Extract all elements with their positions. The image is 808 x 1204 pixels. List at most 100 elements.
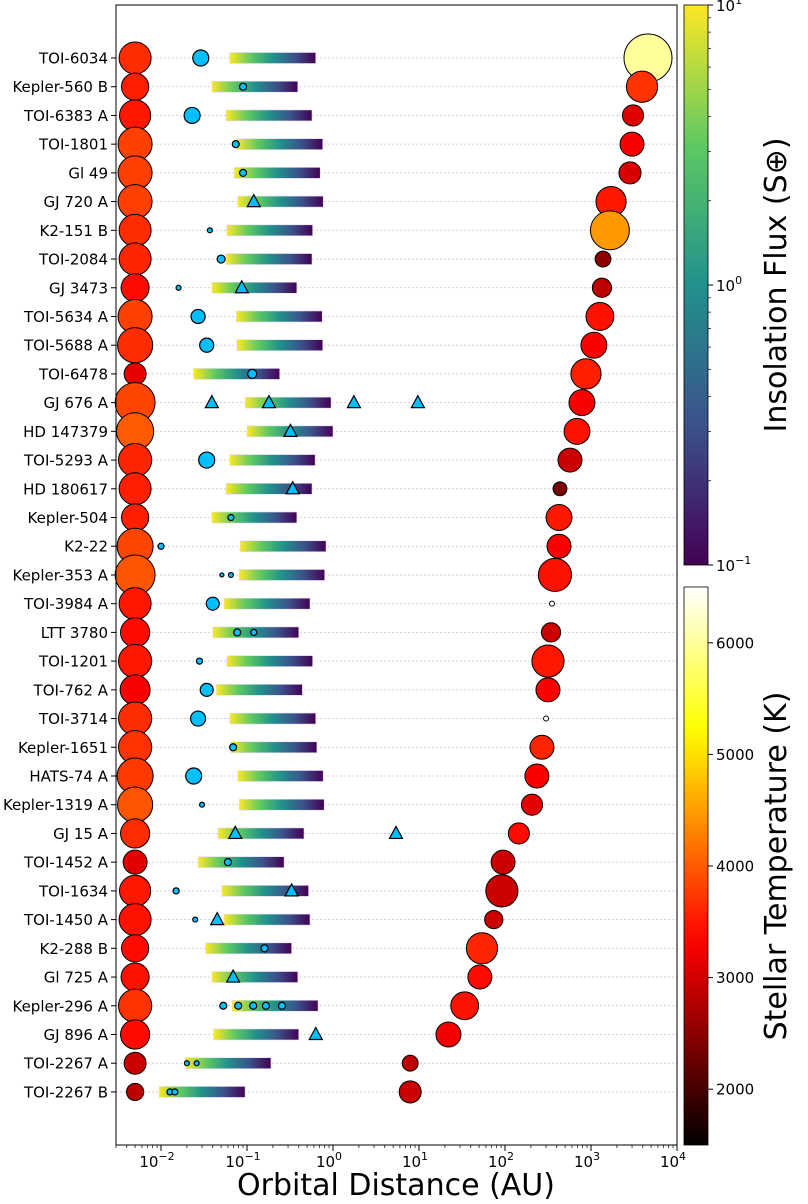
companion-marker (507, 822, 530, 845)
y-tick-label: Gl 725 A (44, 969, 109, 987)
habitable-zone-bar (237, 195, 324, 208)
planet-circle-marker (219, 1001, 228, 1010)
colorbar-tick-label: 2000 (716, 1081, 754, 1099)
colorbar-tick-label: 10−1 (716, 554, 751, 575)
habitable-zone-bar (244, 396, 332, 409)
y-tick-label: TOI-1201 (38, 653, 108, 671)
planet-circle-marker (229, 743, 238, 752)
companion-marker (535, 677, 561, 703)
planet-triangle-marker (282, 423, 298, 437)
host-star-marker (117, 786, 154, 823)
planet-triangle-marker (246, 193, 262, 208)
x-tick-label: 10−2 (139, 1150, 174, 1171)
companion-marker (563, 417, 591, 445)
planet-circle-marker (189, 710, 207, 727)
companion-marker (545, 504, 573, 531)
planet-circle-marker (192, 49, 210, 67)
habitable-zone-bar (226, 655, 313, 667)
habitable-zone-bar (193, 368, 280, 380)
insolation-colorbar (683, 4, 709, 566)
planet-circle-marker (261, 1001, 271, 1010)
insolation-colorbar-label: Insolation Flux (S⊕) (759, 137, 794, 432)
companion-marker (546, 533, 572, 559)
host-star-marker (120, 962, 150, 992)
y-tick-label: Gl 49 (68, 164, 108, 182)
habitable-zone-bar (213, 1028, 300, 1041)
planet-circle-marker (238, 168, 248, 178)
host-star-marker (119, 874, 152, 907)
planet-triangle-marker (261, 394, 277, 409)
host-star-marker (118, 472, 152, 506)
planet-triangle-marker (308, 1026, 324, 1041)
planet-circle-marker (157, 542, 165, 550)
companion-marker (398, 1080, 422, 1104)
companion-marker (435, 1021, 462, 1048)
y-tick-label: Kepler-504 (28, 509, 109, 527)
y-tick-label: TOI-2267 B (23, 1083, 108, 1101)
planet-circle-marker (219, 572, 225, 578)
companion-marker (589, 210, 630, 251)
host-star-marker (118, 988, 153, 1023)
companion-marker (485, 874, 519, 908)
host-star-marker (120, 273, 150, 303)
companion-marker (524, 763, 550, 789)
companion-marker (531, 644, 565, 678)
companion-marker (529, 734, 555, 760)
planet-triangle-marker (346, 394, 362, 409)
habitable-zone-bar (226, 224, 313, 237)
planet-triangle-marker (225, 968, 241, 983)
colorbars: 101 100 10−1 Insolation Flux (S⊕) 6000 5000 40… (683, 0, 794, 1146)
planet-circle-marker (205, 596, 220, 611)
host-star-marker (120, 1019, 151, 1050)
colorbar-tick-label: 3000 (716, 969, 754, 987)
planet-circle-marker (175, 284, 182, 291)
planet-circle-marker (183, 106, 201, 125)
y-tick-label: Kepler-560 B (12, 78, 108, 96)
habitable-zone-bar (236, 138, 324, 150)
host-star-marker (123, 362, 147, 386)
habitable-zone-bar (230, 741, 318, 754)
colorbar-tick-label: 100 (716, 274, 742, 295)
planet-circle-marker (185, 767, 203, 785)
host-star-marker (117, 327, 154, 364)
host-star-marker (118, 242, 152, 276)
companion-marker (594, 250, 612, 268)
habitable-zone-bar (233, 167, 321, 179)
companion-marker (621, 104, 645, 127)
colorbar-tick-label: 4000 (716, 858, 754, 876)
companion-marker (401, 1054, 419, 1072)
habitable-zone-bar (237, 770, 324, 782)
host-star-marker (120, 617, 151, 648)
planet-circle-marker (223, 858, 233, 867)
habitable-zone-bar (158, 1086, 246, 1098)
host-star-marker (118, 903, 152, 937)
temperature-colorbar-label: Stellar Temperature (K) (759, 692, 794, 1041)
planet-circle-marker (199, 337, 215, 353)
x-tick-label: 100 (316, 1150, 342, 1171)
habitable-zone-bar (225, 482, 313, 495)
companion-marker (557, 447, 583, 473)
y-tick-label: TOI-762 A (33, 681, 109, 699)
habitable-zone-bar (238, 798, 325, 811)
planet-triangle-marker (284, 882, 300, 897)
habitable-zone-bar (221, 885, 309, 897)
host-star-marker (118, 213, 152, 247)
habitable-zone-bar (205, 942, 292, 955)
companion-marker (450, 991, 480, 1021)
planet-circle-marker (192, 916, 199, 923)
habitable-zone-bar (223, 597, 311, 610)
colorbar-tick-label: 101 (716, 0, 742, 15)
companion-marker (580, 331, 608, 359)
planet-circle-marker (206, 227, 213, 234)
host-star-marker (119, 674, 151, 706)
x-axis-label: Orbital Distance (AU) (237, 1168, 555, 1200)
habitable-zone-bar (217, 827, 305, 840)
companion-marker (552, 481, 568, 497)
habitable-zone-bar (231, 999, 319, 1012)
habitable-zone-bar (211, 511, 298, 524)
colorbar-tick-label: 5000 (716, 746, 754, 764)
host-star-marker (121, 503, 150, 532)
y-tick-label: TOI-1801 (38, 136, 108, 154)
planet-circle-marker (247, 368, 258, 380)
y-tick-label: TOI-3714 (38, 710, 108, 728)
